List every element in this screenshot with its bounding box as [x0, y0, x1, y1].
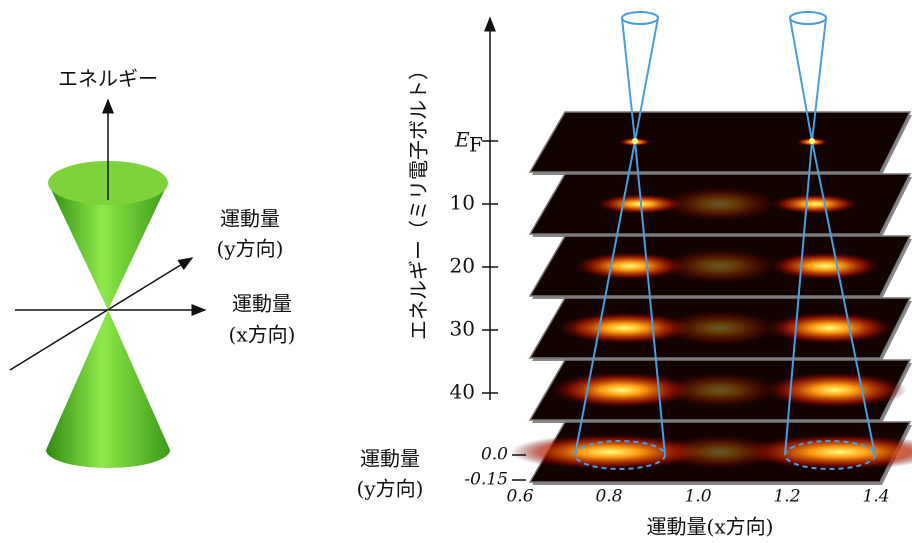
tick-label: 0.6 [506, 487, 533, 507]
ky-label: (y方向) [217, 237, 284, 261]
tick-label: 1.4 [862, 487, 889, 507]
intensity-spot [660, 248, 780, 284]
tick-label: 20 [450, 254, 475, 278]
ky-label: 運動量 [220, 207, 280, 231]
tick-label: -0.15 [464, 470, 508, 490]
tick-label: 30 [450, 317, 475, 341]
intensity-spot [766, 312, 894, 344]
kx-label: 運動量 [232, 292, 292, 316]
tick-label: 10 [450, 191, 475, 215]
cone-top [622, 12, 658, 24]
intensity-spot [771, 194, 859, 214]
plane [530, 112, 910, 172]
tick-label: E [454, 128, 470, 152]
intensity-spot [660, 310, 780, 346]
spectrum-plane [530, 112, 912, 175]
energy-axis-title: エネルギー（ミリ電子ボルト） [407, 60, 431, 340]
tick-label: F [469, 133, 483, 157]
intensity-spot [660, 434, 780, 470]
kx-label: 運動量(x方向) [647, 515, 774, 539]
fermi-point [809, 138, 815, 144]
dirac-cone-diagram: エネルギー 運動量 (y方向) 運動量 (x方向) [10, 67, 295, 469]
spectrum-plane [530, 236, 912, 299]
ky-label: 運動量 [360, 447, 420, 471]
tick-label: 40 [450, 380, 475, 404]
intensity-spot [660, 372, 780, 408]
tick-label: 1.2 [773, 487, 800, 507]
intensity-spot [660, 186, 780, 222]
tick-label: 1.0 [684, 487, 711, 507]
spectrum-plane [510, 422, 912, 485]
intensity-spot [769, 252, 881, 280]
energy-label: エネルギー [58, 67, 158, 91]
tick-label: 0.0 [481, 445, 508, 465]
fermi-point [632, 138, 638, 144]
spectrum-plane [530, 174, 912, 237]
tick-label: 0.8 [595, 487, 622, 507]
figure: エネルギー 運動量 (y方向) 運動量 (x方向) エネルギー（ミリ電子ボルト）… [0, 0, 912, 543]
lower-cone [46, 310, 170, 468]
intensity-spot [763, 372, 907, 408]
cone-top [790, 12, 826, 24]
ky-label: (y方向) [357, 477, 424, 501]
kx-label: (x方向) [229, 323, 296, 347]
